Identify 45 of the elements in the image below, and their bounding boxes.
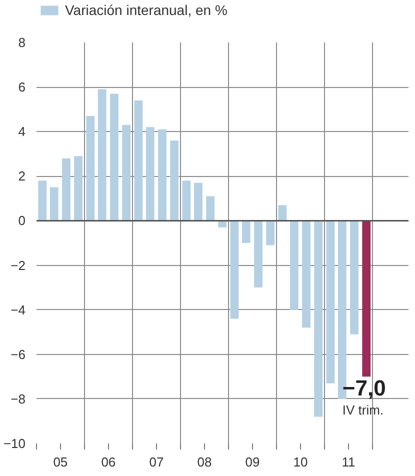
data-label: −7,0 xyxy=(342,376,386,401)
y-tick-label: −10 xyxy=(3,436,26,451)
legend-label: Variación interanual, en % xyxy=(65,2,228,18)
bar xyxy=(230,220,239,319)
x-tick-label: 08 xyxy=(197,454,212,470)
x-tick-label: 09 xyxy=(245,454,260,470)
bar xyxy=(290,220,298,310)
y-tick-label: −8 xyxy=(10,391,26,406)
y-tick-label: −2 xyxy=(10,258,26,273)
y-tick-label: 0 xyxy=(18,213,26,228)
y-tick-label: −4 xyxy=(10,302,26,318)
bar xyxy=(50,187,58,221)
y-tick-label: 6 xyxy=(18,80,26,95)
bar xyxy=(206,196,215,221)
bar xyxy=(278,205,287,221)
x-tick-label: 07 xyxy=(149,454,164,470)
bar xyxy=(122,124,131,221)
bar xyxy=(98,89,106,221)
bar xyxy=(158,129,166,221)
x-tick-label: 10 xyxy=(293,454,308,470)
bar xyxy=(146,127,154,221)
y-tick-label: 4 xyxy=(18,124,26,140)
bar xyxy=(134,100,143,221)
bar xyxy=(350,220,358,334)
bar xyxy=(110,94,118,221)
bar xyxy=(326,220,335,384)
bar xyxy=(194,182,202,221)
bar xyxy=(86,116,95,221)
x-tick-label: 11 xyxy=(342,454,356,470)
bar xyxy=(266,220,275,246)
bar xyxy=(242,220,250,243)
bar xyxy=(170,140,179,221)
bar xyxy=(302,220,310,328)
bar xyxy=(74,156,83,221)
x-tick-label: 06 xyxy=(101,454,116,470)
y-tick-label: 8 xyxy=(18,35,26,50)
bar xyxy=(182,180,191,221)
y-tick-label: 2 xyxy=(18,168,26,184)
bar xyxy=(62,158,70,221)
bar xyxy=(362,220,371,377)
bar xyxy=(254,220,262,288)
bar xyxy=(314,220,323,417)
bar xyxy=(38,180,47,221)
x-tick-label: 05 xyxy=(53,454,68,470)
y-tick-label: −6 xyxy=(10,346,26,362)
